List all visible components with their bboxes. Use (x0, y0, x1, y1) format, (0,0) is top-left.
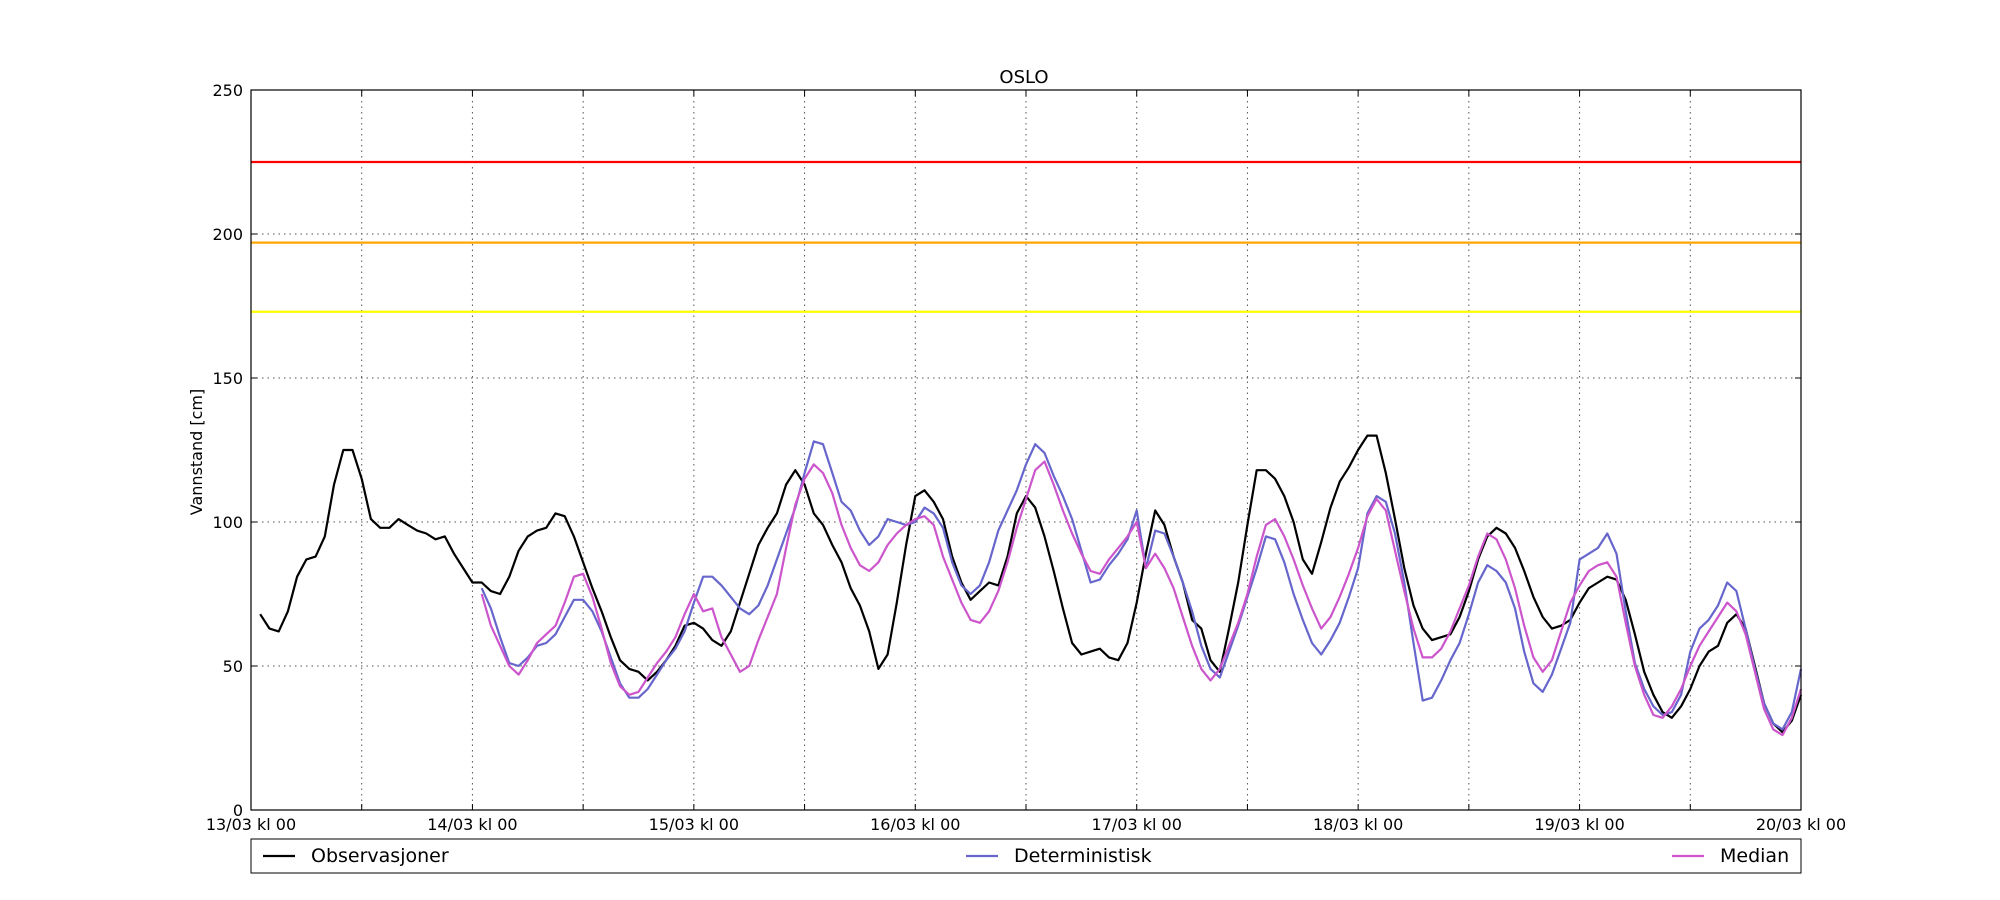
legend-frame (250, 838, 1802, 874)
y-tick-label: 250 (212, 81, 243, 100)
series-line-deterministisk (480, 440, 1803, 731)
y-tick-label: 0 (233, 801, 243, 820)
x-tick-label: 20/03 kl 00 (1756, 815, 1846, 834)
grid (251, 90, 1801, 810)
series-lines (259, 434, 1803, 737)
y-tick-label: 50 (223, 657, 243, 676)
x-tick-label: 14/03 kl 00 (427, 815, 517, 834)
x-tick-label: 18/03 kl 00 (1313, 815, 1403, 834)
series-line-median (480, 460, 1803, 737)
x-tick-label: 13/03 kl 00 (206, 815, 296, 834)
y-tick-label: 100 (212, 513, 243, 532)
x-tick-label: 16/03 kl 00 (870, 815, 960, 834)
y-ticks: 0 50 100 150 200 250 (212, 81, 1801, 820)
x-tick-label: 17/03 kl 00 (1092, 815, 1182, 834)
threshold-lines (251, 160, 1801, 313)
series-line-observasjoner (259, 434, 1803, 734)
legend: Observasjoner Deterministisk Median (250, 838, 1802, 874)
legend-label: Median (1720, 845, 1789, 867)
x-ticks: 13/03 kl 00 14/03 kl 00 15/03 kl 00 16/03 k… (206, 90, 1846, 834)
y-tick-label: 200 (212, 225, 243, 244)
chart-title: OSLO (999, 67, 1048, 88)
x-tick-label: 15/03 kl 00 (649, 815, 739, 834)
y-tick-label: 150 (212, 369, 243, 388)
legend-label: Deterministisk (1014, 845, 1152, 867)
legend-label: Observasjoner (311, 845, 449, 867)
y-axis-label: Vannstand [cm] (187, 389, 206, 515)
x-tick-label: 19/03 kl 00 (1534, 815, 1624, 834)
